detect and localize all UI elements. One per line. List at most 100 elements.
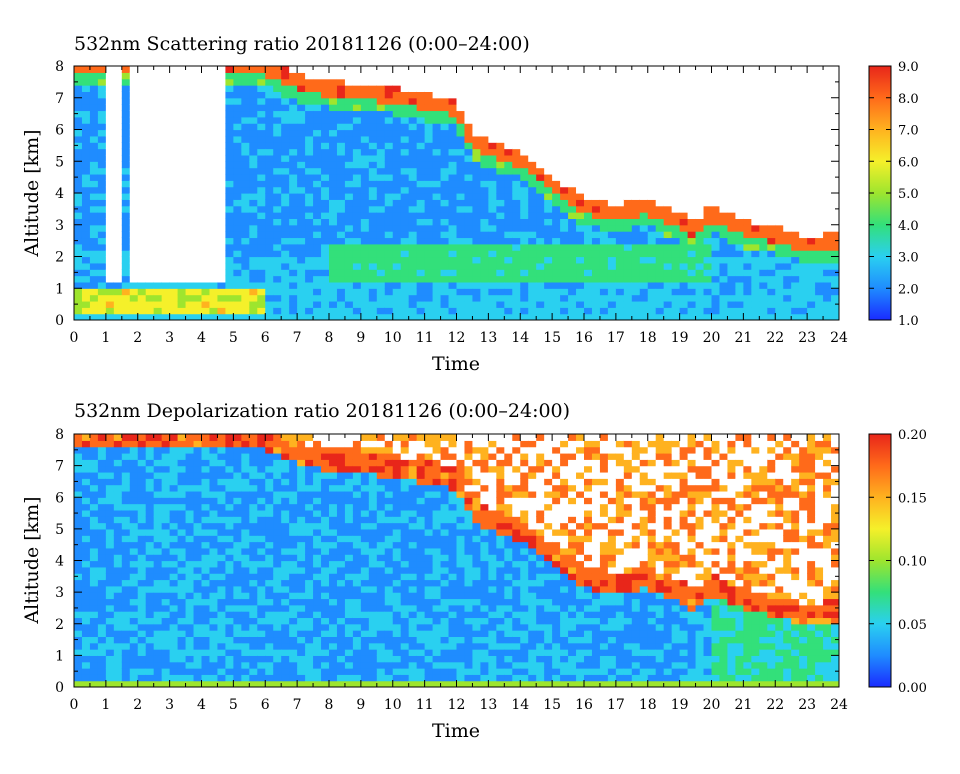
heatmap-cell bbox=[656, 269, 665, 276]
heatmap-cell bbox=[194, 282, 203, 289]
heatmap-cell bbox=[233, 478, 242, 485]
heatmap-cell bbox=[90, 199, 99, 206]
heatmap-cell bbox=[114, 117, 123, 124]
heatmap-cell bbox=[831, 212, 840, 219]
heatmap-cell bbox=[186, 85, 195, 92]
heatmap-cell bbox=[799, 295, 808, 302]
heatmap-cell bbox=[409, 180, 418, 187]
heatmap-cell bbox=[209, 459, 218, 466]
heatmap-cell bbox=[791, 295, 800, 302]
heatmap-cell bbox=[831, 263, 840, 270]
heatmap-cell bbox=[536, 91, 545, 98]
heatmap-cell bbox=[616, 91, 625, 98]
heatmap-cell bbox=[680, 123, 689, 130]
heatmap-cell bbox=[217, 295, 226, 302]
heatmap-cell bbox=[688, 117, 697, 124]
heatmap-cell bbox=[194, 561, 203, 568]
heatmap-cell bbox=[632, 155, 641, 162]
heatmap-cell bbox=[217, 630, 226, 637]
heatmap-cell bbox=[233, 123, 242, 130]
heatmap-cell bbox=[672, 295, 681, 302]
heatmap-cell bbox=[98, 668, 107, 675]
heatmap-cell bbox=[321, 130, 330, 137]
heatmap-cell bbox=[249, 110, 258, 117]
heatmap-cell bbox=[528, 276, 537, 283]
heatmap-cell bbox=[321, 155, 330, 162]
heatmap-cell bbox=[217, 91, 226, 98]
heatmap-cell bbox=[202, 592, 211, 599]
heatmap-cell bbox=[138, 598, 147, 605]
heatmap-cell bbox=[273, 199, 282, 206]
colorbar-tick-label: 2.0 bbox=[898, 282, 919, 297]
heatmap-cell bbox=[321, 225, 330, 232]
heatmap-cell bbox=[600, 218, 609, 225]
heatmap-cell bbox=[154, 295, 163, 302]
heatmap-cell bbox=[154, 98, 163, 105]
heatmap-cell bbox=[584, 136, 593, 143]
heatmap-cell bbox=[194, 269, 203, 276]
heatmap-cell bbox=[233, 485, 242, 492]
heatmap-cell bbox=[313, 79, 322, 86]
heatmap-cell bbox=[209, 586, 218, 593]
heatmap-cell bbox=[472, 276, 481, 283]
heatmap-cell bbox=[719, 149, 728, 156]
heatmap-cell bbox=[393, 250, 402, 257]
heatmap-cell bbox=[512, 79, 521, 86]
heatmap-cell bbox=[241, 643, 250, 650]
heatmap-cell bbox=[528, 212, 537, 219]
heatmap-cell bbox=[146, 276, 155, 283]
heatmap-cell bbox=[688, 307, 697, 314]
heatmap-cell bbox=[146, 485, 155, 492]
heatmap-cell bbox=[696, 98, 705, 105]
heatmap-cell bbox=[297, 307, 306, 314]
heatmap-cell bbox=[217, 624, 226, 631]
heatmap-cell bbox=[783, 91, 792, 98]
heatmap-cell bbox=[449, 161, 458, 168]
heatmap-cell bbox=[281, 66, 290, 73]
heatmap-cell bbox=[823, 180, 832, 187]
heatmap-cell bbox=[249, 136, 258, 143]
heatmap-cell bbox=[409, 117, 418, 124]
heatmap-cell bbox=[727, 276, 736, 283]
heatmap-cell bbox=[616, 250, 625, 257]
heatmap-cell bbox=[178, 624, 187, 631]
heatmap-cell bbox=[783, 276, 792, 283]
heatmap-cell bbox=[257, 155, 266, 162]
heatmap-cell bbox=[496, 295, 505, 302]
heatmap-cell bbox=[775, 269, 784, 276]
heatmap-cell bbox=[106, 269, 115, 276]
heatmap-cell bbox=[106, 649, 115, 656]
heatmap-cell bbox=[241, 231, 250, 238]
heatmap-cell bbox=[186, 263, 195, 270]
heatmap-cell bbox=[114, 662, 123, 669]
heatmap-cell bbox=[640, 193, 649, 200]
heatmap-cell bbox=[114, 636, 123, 643]
heatmap-cell bbox=[512, 91, 521, 98]
heatmap-cell bbox=[265, 307, 274, 314]
heatmap-cell bbox=[433, 85, 442, 92]
heatmap-cell bbox=[409, 206, 418, 213]
heatmap-cell bbox=[464, 180, 473, 187]
heatmap-cell bbox=[233, 110, 242, 117]
heatmap-cell bbox=[241, 72, 250, 79]
heatmap-cell bbox=[257, 636, 266, 643]
heatmap-cell bbox=[186, 104, 195, 111]
heatmap-cell bbox=[576, 276, 585, 283]
heatmap-cell bbox=[178, 478, 187, 485]
heatmap-cell bbox=[281, 187, 290, 194]
heatmap-cell bbox=[759, 149, 768, 156]
heatmap-cell bbox=[305, 130, 314, 137]
heatmap-cell bbox=[337, 288, 346, 295]
heatmap-cell bbox=[74, 225, 83, 232]
heatmap-cell bbox=[154, 218, 163, 225]
heatmap-cell bbox=[393, 142, 402, 149]
heatmap-cell bbox=[217, 199, 226, 206]
heatmap-cell bbox=[313, 276, 322, 283]
heatmap-cell bbox=[202, 263, 211, 270]
heatmap-cell bbox=[202, 662, 211, 669]
heatmap-cell bbox=[735, 161, 744, 168]
heatmap-cell bbox=[409, 244, 418, 251]
heatmap-cell bbox=[680, 104, 689, 111]
heatmap-cell bbox=[297, 295, 306, 302]
heatmap-cell bbox=[608, 149, 617, 156]
